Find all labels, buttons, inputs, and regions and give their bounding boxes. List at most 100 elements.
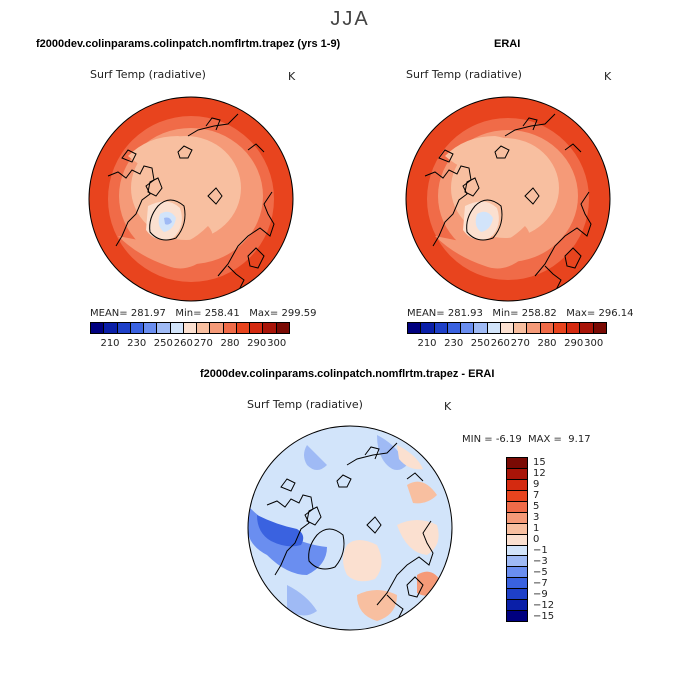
model-stats: MEAN= 281.97 Min= 258.41 Max= 299.59 <box>90 308 317 319</box>
obs-min-value: 258.82 <box>521 308 557 319</box>
colorbar-swatch <box>487 323 501 333</box>
colorbar-swatch <box>540 323 554 333</box>
colorbar-swatch <box>276 323 289 333</box>
obs-units-label: K <box>604 70 612 83</box>
colorbar-swatch <box>507 545 527 557</box>
colorbar-swatch <box>250 323 264 333</box>
colorbar-swatch <box>91 323 105 333</box>
colorbar-swatch <box>144 323 158 333</box>
diff-panel-title: f2000dev.colinparams.colinpatch.nomflrtm… <box>200 368 495 380</box>
colorbar-swatch <box>157 323 171 333</box>
colorbar-tick-label: 280 <box>220 338 240 349</box>
diff-variable-label: Surf Temp (radiative) <box>247 398 363 411</box>
colorbar-swatch <box>593 323 606 333</box>
colorbar-swatch <box>507 578 527 590</box>
colorbar-tick-label: 15 <box>533 456 546 468</box>
diff-max-value: 9.17 <box>568 434 591 445</box>
colorbar-swatch <box>507 468 527 480</box>
colorbar-swatch <box>553 323 568 333</box>
diff-colorbar <box>506 457 528 622</box>
colorbar-swatch <box>263 323 277 333</box>
colorbar-tick-label: 280 <box>537 338 557 349</box>
colorbar-tick-label: 260 <box>173 338 193 349</box>
colorbar-tick-label: 1 <box>533 522 540 534</box>
colorbar-swatch <box>507 534 527 546</box>
diff-min-value: -6.19 <box>495 434 522 445</box>
model-colorbar <box>90 322 290 334</box>
colorbar-tick-label: 290 <box>564 338 584 349</box>
colorbar-swatch <box>130 323 145 333</box>
colorbar-tick-label: 300 <box>267 338 287 349</box>
diff-stats: MIN = -6.19 MAX = 9.17 <box>462 434 591 445</box>
obs-polar-map <box>405 96 611 302</box>
colorbar-tick-label: −1 <box>533 544 548 556</box>
colorbar-swatch <box>507 490 527 502</box>
obs-mean-value: 281.93 <box>447 308 483 319</box>
colorbar-swatch <box>236 323 251 333</box>
colorbar-tick-label: −3 <box>533 555 548 567</box>
colorbar-swatch <box>434 323 448 333</box>
colorbar-swatch <box>580 323 594 333</box>
colorbar-tick-label: 3 <box>533 511 540 523</box>
colorbar-tick-label: 210 <box>100 338 120 349</box>
colorbar-tick-label: 290 <box>247 338 267 349</box>
obs-variable-label: Surf Temp (radiative) <box>406 68 522 81</box>
colorbar-swatch <box>223 323 237 333</box>
colorbar-swatch <box>507 589 527 601</box>
model-max-value: 299.59 <box>281 308 317 319</box>
obs-colorbar <box>407 322 607 334</box>
colorbar-tick-label: −5 <box>533 566 548 578</box>
model-min-value: 258.41 <box>204 308 240 319</box>
colorbar-swatch <box>507 600 527 612</box>
model-units-label: K <box>288 70 296 83</box>
colorbar-swatch <box>567 323 581 333</box>
colorbar-swatch <box>210 323 224 333</box>
colorbar-swatch <box>507 512 527 524</box>
colorbar-tick-label: −9 <box>533 588 548 600</box>
colorbar-tick-label: 250 <box>470 338 490 349</box>
model-panel-title: f2000dev.colinparams.colinpatch.nomflrtm… <box>36 38 341 50</box>
colorbar-tick-label: −15 <box>533 610 555 622</box>
colorbar-swatch <box>183 323 198 333</box>
colorbar-swatch <box>527 323 541 333</box>
colorbar-swatch <box>117 323 131 333</box>
colorbar-tick-label: 250 <box>153 338 173 349</box>
model-polar-map <box>88 96 294 302</box>
colorbar-swatch <box>507 556 527 568</box>
colorbar-tick-label: −12 <box>533 599 555 611</box>
colorbar-tick-label: 230 <box>127 338 147 349</box>
colorbar-tick-label: 7 <box>533 489 540 501</box>
colorbar-swatch <box>474 323 488 333</box>
colorbar-tick-label: 260 <box>490 338 510 349</box>
colorbar-swatch <box>500 323 515 333</box>
obs-max-value: 296.14 <box>598 308 634 319</box>
colorbar-swatch <box>461 323 475 333</box>
colorbar-swatch <box>507 501 527 513</box>
colorbar-tick-label: 270 <box>193 338 213 349</box>
colorbar-swatch <box>421 323 435 333</box>
colorbar-swatch <box>507 479 527 491</box>
colorbar-tick-label: 300 <box>584 338 604 349</box>
model-mean-value: 281.97 <box>130 308 166 319</box>
model-variable-label: Surf Temp (radiative) <box>90 68 206 81</box>
colorbar-tick-label: 270 <box>510 338 530 349</box>
diff-units-label: K <box>444 400 452 413</box>
diff-polar-map <box>247 425 453 631</box>
colorbar-swatch <box>447 323 462 333</box>
colorbar-swatch <box>507 458 527 469</box>
obs-panel-title: ERAI <box>494 38 521 50</box>
colorbar-tick-label: 9 <box>533 478 540 490</box>
colorbar-swatch <box>408 323 422 333</box>
obs-stats: MEAN= 281.93 Min= 258.82 Max= 296.14 <box>407 308 634 319</box>
colorbar-swatch <box>104 323 118 333</box>
colorbar-tick-label: 5 <box>533 500 540 512</box>
colorbar-swatch <box>507 611 527 622</box>
colorbar-swatch <box>507 567 527 579</box>
colorbar-tick-label: 12 <box>533 467 546 479</box>
colorbar-tick-label: 210 <box>417 338 437 349</box>
colorbar-tick-label: −7 <box>533 577 548 589</box>
colorbar-tick-label: 0 <box>533 533 540 545</box>
colorbar-swatch <box>170 323 184 333</box>
season-title: JJA <box>330 8 370 30</box>
colorbar-swatch <box>197 323 211 333</box>
